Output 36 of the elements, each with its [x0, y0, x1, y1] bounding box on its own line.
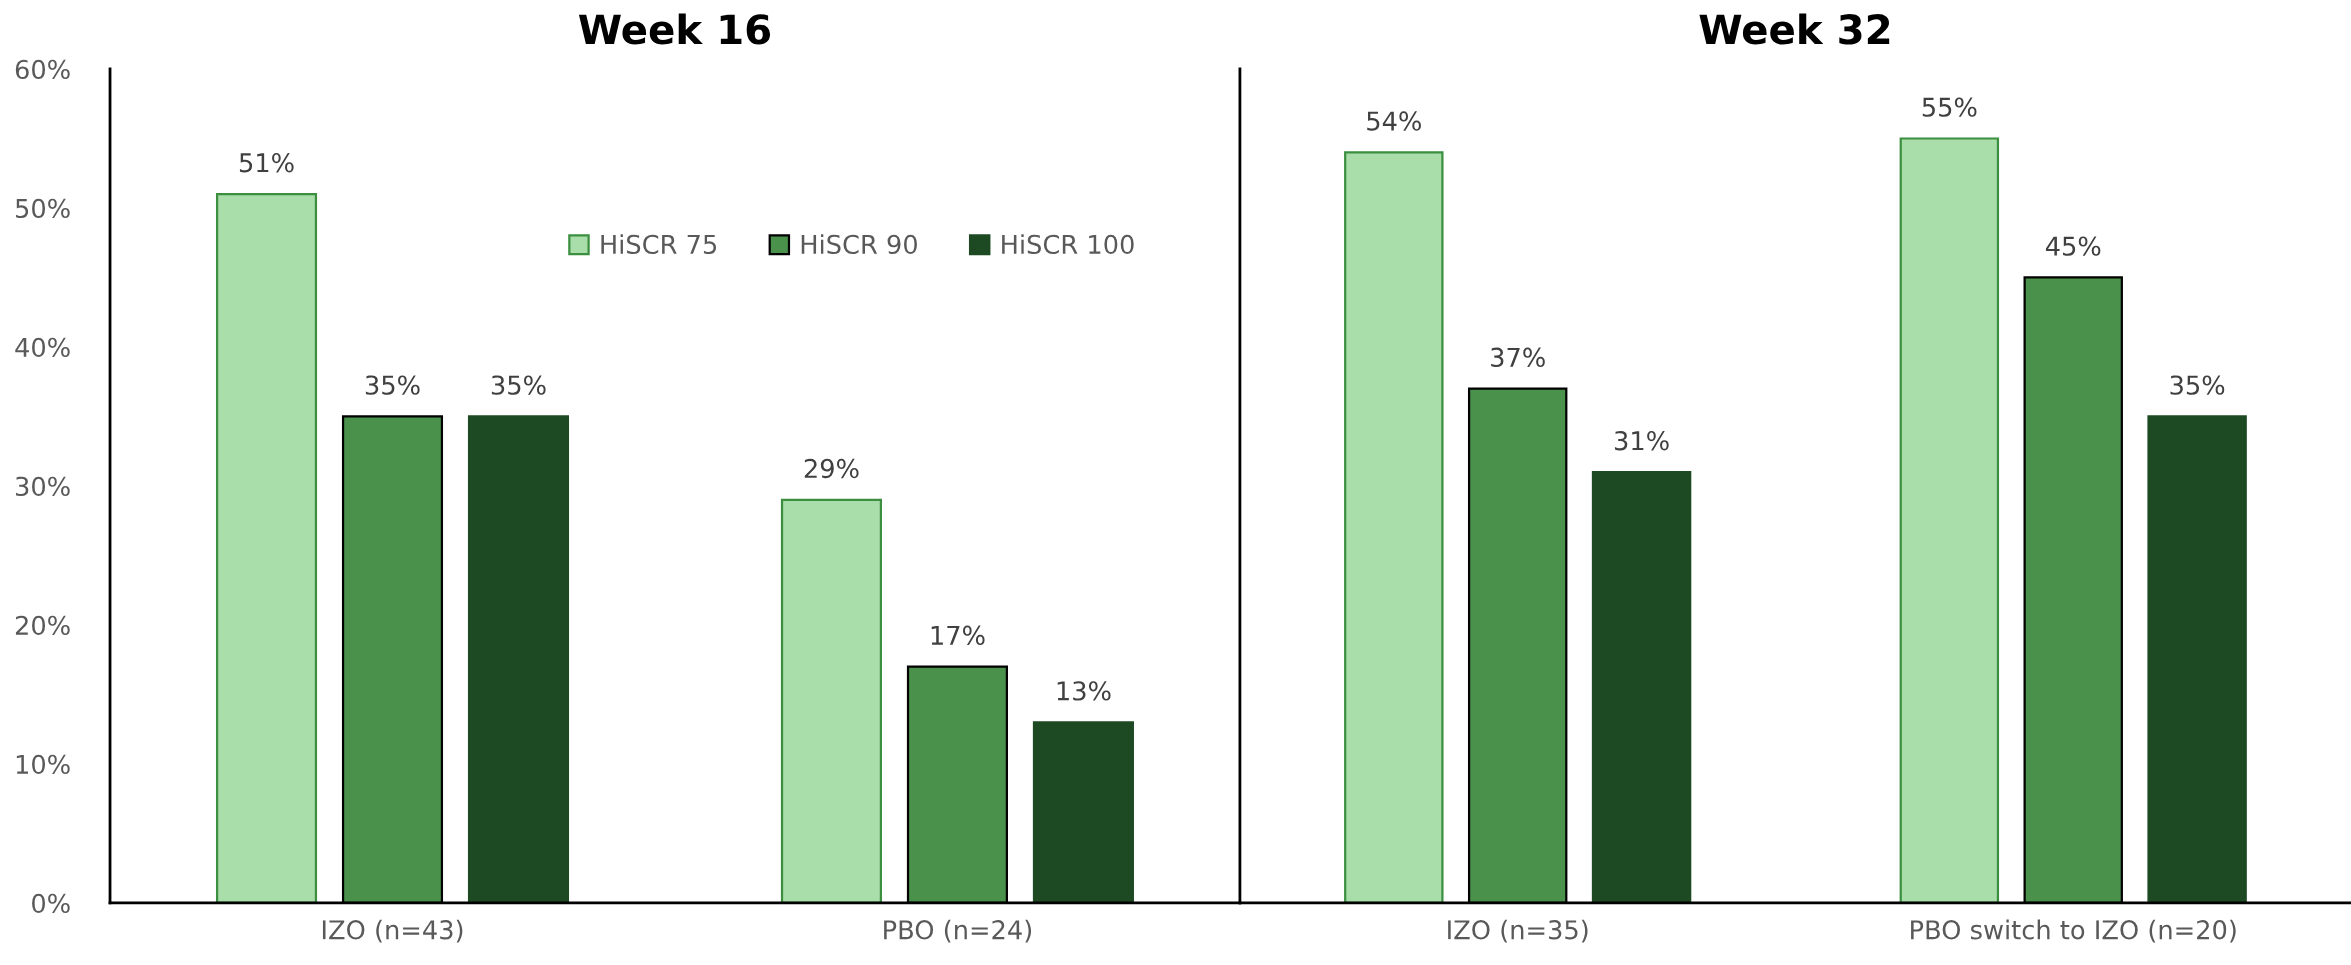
x-tick-label: IZO (n=43)	[322, 919, 463, 943]
y-tick-label: 10%	[16, 754, 70, 775]
bar	[780, 498, 882, 903]
data-label: 29%	[804, 458, 859, 479]
data-label: 35%	[2170, 375, 2225, 395]
data-label: 54%	[1367, 111, 1421, 131]
chart-title: Week 16	[578, 13, 771, 45]
data-label: 51%	[239, 153, 294, 173]
bar	[2147, 415, 2247, 903]
bar	[215, 192, 318, 903]
x-tick-label: IZO (n=35)	[1448, 919, 1588, 943]
x-tick-label: PBO switch to IZO (n=20)	[1911, 919, 2236, 943]
x-tick-label: PBO (n=24)	[884, 919, 1032, 943]
legend-label: HiSCR 90	[801, 234, 917, 255]
bar	[1591, 470, 1692, 903]
legend-label: HiSCR 75	[601, 234, 717, 255]
data-label: 13%	[1057, 681, 1111, 701]
y-tick-label: 60%	[15, 59, 70, 80]
y-tick-label: 50%	[16, 198, 70, 219]
data-label: 35%	[365, 375, 420, 395]
y-tick-label: 30%	[15, 476, 70, 497]
data-label: 55%	[1922, 97, 1977, 117]
bar	[1032, 721, 1134, 903]
bar	[467, 415, 570, 903]
y-tick-label: 40%	[15, 337, 70, 358]
bar	[1899, 137, 2000, 903]
data-label: 37%	[1491, 347, 1545, 368]
data-label: 31%	[1614, 430, 1669, 451]
y-tick-label: 20%	[15, 615, 70, 636]
legend-label: HiSCR 100	[1002, 234, 1134, 255]
chart-title: Week 32	[1699, 13, 1890, 45]
bar	[1344, 151, 1444, 903]
y-tick-label: 0%	[32, 893, 70, 914]
data-label: 17%	[931, 625, 985, 646]
data-label: 35%	[491, 375, 546, 395]
data-label: 45%	[2045, 236, 2101, 256]
